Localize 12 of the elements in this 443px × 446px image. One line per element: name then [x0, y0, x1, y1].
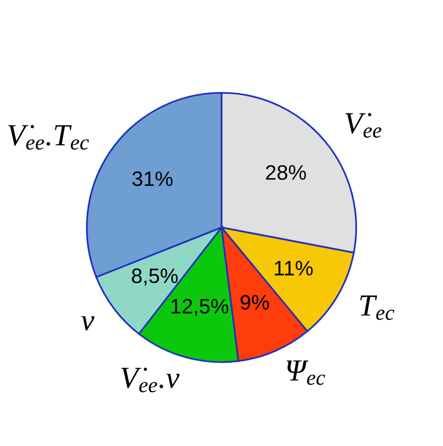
data-label: 9%	[240, 294, 269, 310]
slice-label: V̇$_{ee}$.T$_{ec}$	[8, 125, 89, 150]
slice-label: Ψ$_{ec}$	[286, 360, 326, 385]
slice-label: T$_{ec}$	[360, 296, 394, 320]
data-label: 28%	[266, 165, 306, 180]
data-label: 11%	[274, 260, 313, 276]
slice-label: V̇$_{ee}$	[346, 113, 382, 138]
slice-label: ν	[81, 316, 94, 331]
data-label: 12,5%	[172, 298, 228, 316]
data-label: 31%	[132, 171, 173, 186]
slice-label: V̇$_{ee}$.ν	[121, 368, 180, 392]
data-label: 8,5%	[132, 268, 178, 286]
